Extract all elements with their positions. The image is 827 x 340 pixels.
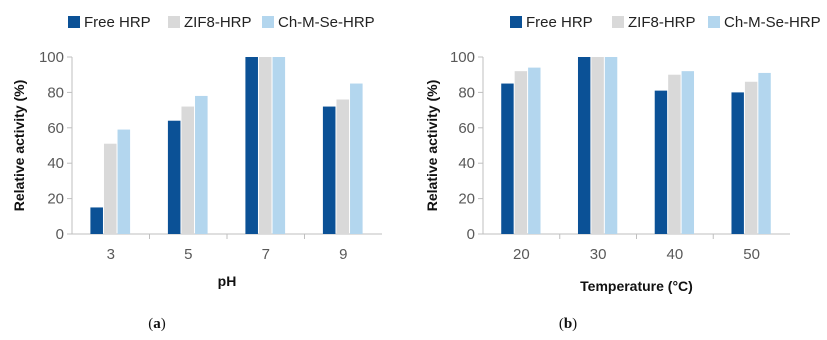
legend-label-1: Free HRP [526, 14, 593, 31]
bar-3-series-2 [103, 143, 117, 234]
bar-20-series-1 [501, 83, 514, 234]
x-axis-title: pH [218, 273, 237, 289]
chart-panel-a: Free HRP ZIF8-HRP Ch-M-Se-HRP 0 20 40 60 80 100 3… [11, 14, 382, 289]
legend-label-1: Free HRP [84, 14, 151, 31]
bar-9-series-1 [322, 106, 336, 234]
x-tick-label-20: 20 [513, 246, 530, 263]
legend-swatch-2 [612, 16, 624, 28]
y-tick-label-2: 40 [47, 155, 64, 172]
legend-swatch-2 [168, 16, 180, 28]
bar-3-series-1 [90, 207, 103, 234]
y-tick-label-3: 60 [458, 120, 475, 137]
caption-b: (b) [558, 316, 578, 332]
y-axis-title: Relative activity (%) [424, 80, 440, 212]
bar-3-series-3 [117, 129, 131, 234]
bar-9-series-3 [350, 83, 363, 234]
x-tick-label-40: 40 [667, 246, 684, 263]
bar-30-series-3 [604, 57, 618, 234]
y-tick-label-3: 60 [47, 120, 64, 137]
legend-label-3: Ch-M-Se-HRP [724, 14, 821, 31]
bar-7-series-2 [258, 57, 272, 234]
bar-50-series-1 [731, 92, 744, 235]
x-tick-label-7: 7 [262, 246, 270, 263]
caption-a: (a) [148, 316, 166, 332]
x-axis-title: Temperature (°C) [580, 278, 693, 294]
x-tick-label-5: 5 [184, 246, 192, 263]
x-tick-label-50: 50 [743, 246, 760, 263]
bar-40-series-3 [681, 71, 695, 234]
bar-5-series-3 [195, 95, 208, 234]
legend-label-2: ZIF8-HRP [184, 14, 252, 31]
bar-5-series-2 [181, 106, 195, 234]
legend-swatch-1 [510, 16, 522, 28]
bar-20-series-3 [528, 67, 541, 235]
y-tick-label-5: 100 [39, 49, 64, 66]
y-tick-label-4: 80 [47, 84, 64, 101]
y-tick-label-2: 40 [458, 155, 475, 172]
y-tick-label-4: 80 [458, 84, 475, 101]
legend-label-3: Ch-M-Se-HRP [278, 14, 375, 31]
bar-9-series-2 [336, 99, 350, 234]
y-tick-label-5: 100 [450, 49, 475, 66]
x-tick-label-9: 9 [339, 246, 347, 263]
legend-swatch-3 [262, 16, 274, 28]
x-tick-label-3: 3 [107, 246, 115, 263]
bar-5-series-1 [167, 120, 181, 234]
bar-50-series-3 [758, 72, 771, 235]
bar-30-series-1 [577, 57, 591, 234]
legend-label-2: ZIF8-HRP [628, 14, 696, 31]
bar-40-series-1 [654, 90, 668, 234]
bar-20-series-2 [514, 71, 528, 234]
y-tick-label-1: 20 [47, 191, 64, 208]
legend-swatch-1 [68, 16, 80, 28]
bar-40-series-2 [668, 74, 681, 234]
y-tick-label-0: 0 [467, 226, 475, 243]
y-axis-title: Relative activity (%) [11, 80, 27, 212]
bar-50-series-2 [744, 81, 758, 234]
bar-30-series-2 [591, 57, 604, 234]
chart-panel-b: Free HRP ZIF8-HRP Ch-M-Se-HRP 0 20 40 60 80 100 2… [424, 14, 821, 294]
legend-swatch-3 [708, 16, 720, 28]
x-tick-label-30: 30 [590, 246, 607, 263]
bar-7-series-1 [245, 57, 258, 234]
y-tick-label-1: 20 [458, 191, 475, 208]
bar-7-series-3 [272, 57, 286, 234]
y-tick-label-0: 0 [56, 226, 64, 243]
